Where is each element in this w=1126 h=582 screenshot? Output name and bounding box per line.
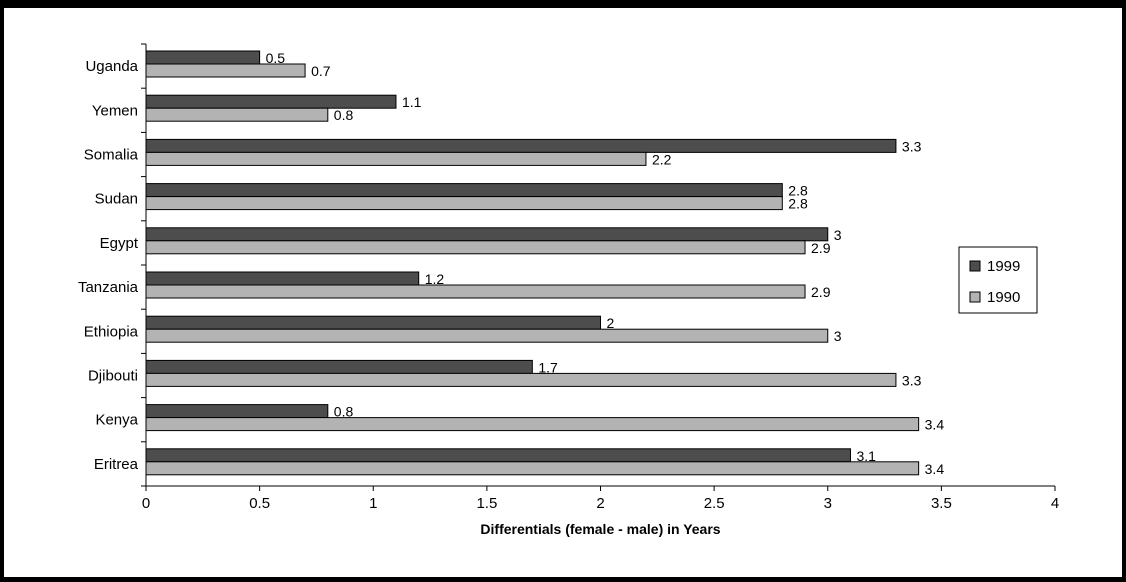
legend-swatch-1999 [969,260,981,272]
data-label: 2.8 [788,196,808,212]
bar-1999-eritrea [145,448,851,463]
x-tick-label: 3 [824,495,832,512]
bar-1990-tanzania [145,284,806,299]
data-label: 0.5 [266,50,286,66]
bar-1999-tanzania [145,271,420,286]
x-tick-label: 2.5 [704,495,725,512]
data-label: 2 [607,315,615,331]
legend-label-1990: 1990 [987,289,1020,306]
category-label: Somalia [84,147,139,164]
bar-1990-eritrea [145,461,920,476]
data-label: 2.9 [811,240,831,256]
data-label: 3.4 [925,461,945,477]
category-label: Yemen [92,102,138,119]
category-label: Uganda [85,58,138,75]
x-ticks [145,486,1056,491]
bar-1999-ethiopia [145,315,601,330]
x-tick-label: 0.5 [249,495,270,512]
y-ticks [141,43,146,487]
data-label: 3.4 [925,417,945,433]
x-axis-title: Differentials (female - male) in Years [480,521,720,537]
bar-chart: 0.50.71.10.83.32.22.82.832.91.22.9231.73… [78,43,1059,537]
bar-1999-sudan [145,183,783,198]
y-axis: Uganda Yemen Somalia Sudan Egypt Tanzania Ethi… [78,43,147,487]
x-tick-label: 4 [1051,495,1059,512]
category-label: Egypt [100,235,139,252]
data-label: 2.8 [788,183,808,199]
legend-items: 1999 1990 [969,258,1020,306]
bar-1990-ethiopia [145,328,829,343]
category-label: Kenya [95,412,138,429]
category-label: Tanzania [78,279,139,296]
bar-1999-somalia [145,138,897,153]
data-label: 3.1 [856,448,876,464]
legend-label-1999: 1999 [987,258,1020,275]
data-label: 3 [834,227,842,243]
category-label: Sudan [95,191,138,208]
data-label: 0.8 [334,404,354,420]
x-tick-label: 3.5 [931,495,952,512]
x-tick-labels: 0 0.5 1 1.5 2 2.5 3 3.5 4 [142,495,1059,512]
category-label: Ethiopia [84,323,139,340]
data-label: 0.7 [311,63,331,79]
chart-frame: 0.5 0.7 1.1 0.8 3.3 2.2 2.8 2.8 3 2.9 1.2 2.9 2 3 1.7 3… [4,8,1122,577]
bar-labels-group: 0.50.71.10.83.32.22.82.832.91.22.9231.73… [266,50,945,477]
data-label: 0.8 [334,107,354,123]
legend: 1999 1990 [958,246,1038,314]
bar-1999-kenya [145,404,329,419]
category-label: Djibouti [88,368,138,385]
bar-1990-yemen [145,107,329,122]
bar-1990-kenya [145,417,920,432]
data-label: 1.7 [538,359,558,375]
bar-1990-egypt [145,240,806,255]
category-labels: Uganda Yemen Somalia Sudan Egypt Tanzania Ethi… [78,58,139,473]
bars-group [145,50,920,476]
data-label: 3 [834,328,842,344]
data-label: 2.2 [652,151,672,167]
bar-1990-djibouti [145,372,897,387]
x-tick-label: 1.5 [476,495,497,512]
x-axis: 0 0.5 1 1.5 2 2.5 3 3.5 4 [142,485,1059,512]
bar-1999-djibouti [145,359,533,374]
bar-1999-yemen [145,94,397,109]
x-tick-label: 0 [142,495,150,512]
bar-1999-egypt [145,227,829,242]
x-tick-label: 1 [369,495,377,512]
data-label: 2.9 [811,284,831,300]
data-label: 3.3 [902,138,922,154]
category-label: Eritrea [94,456,139,473]
bar-1999-uganda [145,50,261,65]
x-tick-label: 2 [596,495,604,512]
data-label: 1.2 [425,271,445,287]
data-label: 1.1 [402,94,422,110]
legend-swatch-1990 [969,291,981,303]
bar-1990-sudan [145,196,783,211]
bar-1990-somalia [145,151,647,166]
data-label: 3.3 [902,372,922,388]
